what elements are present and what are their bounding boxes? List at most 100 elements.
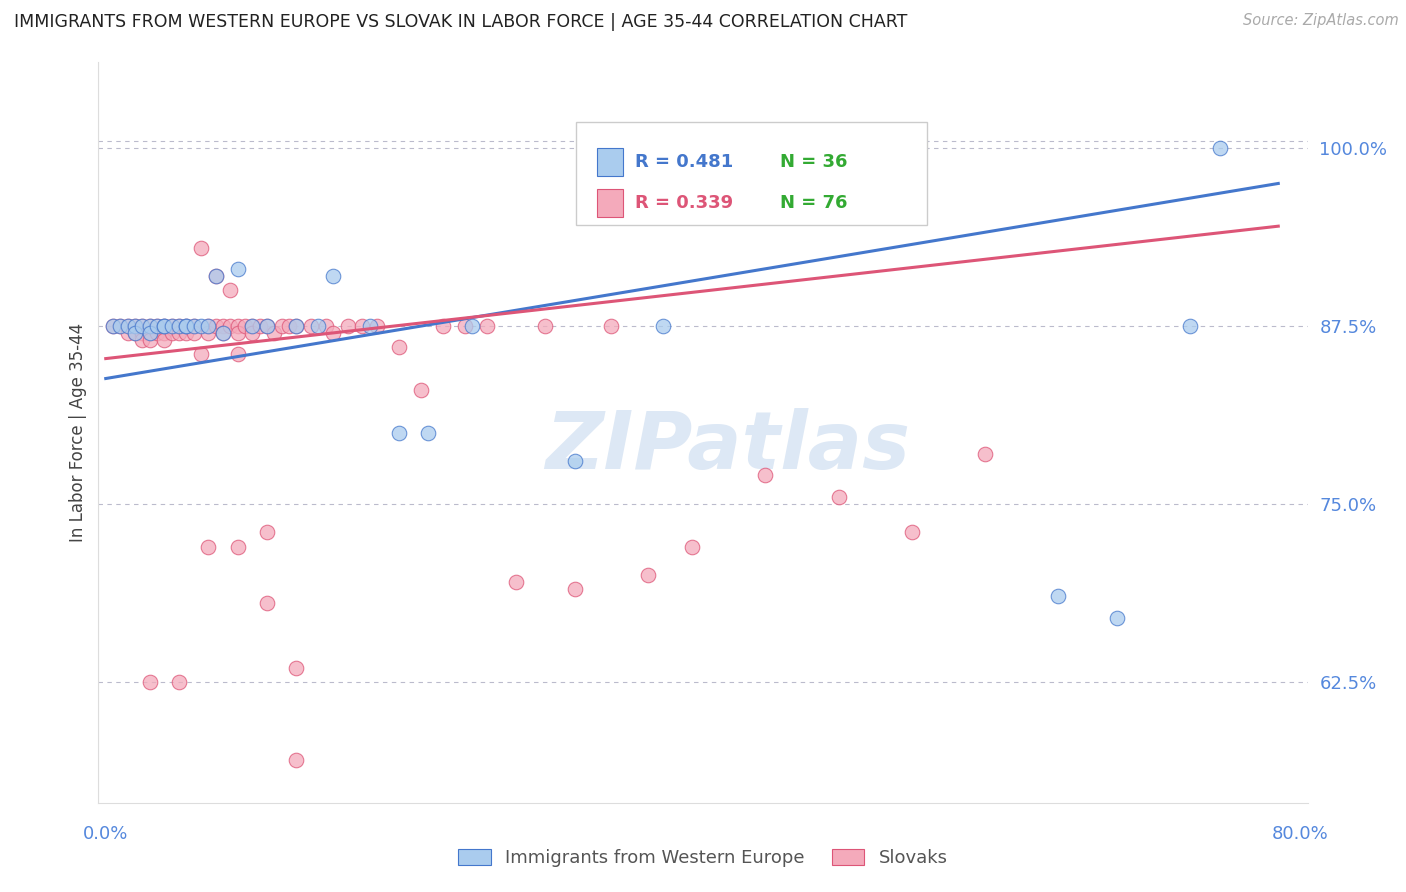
Text: 80.0%: 80.0% [1272, 825, 1329, 843]
Point [278, 318, 301, 333]
Point [124, 318, 146, 333]
Point [226, 318, 249, 333]
Point [190, 241, 212, 255]
Point [167, 318, 190, 333]
Point [388, 340, 411, 354]
Point [153, 318, 176, 333]
Point [1208, 141, 1230, 155]
Point [226, 540, 249, 554]
Point [110, 318, 132, 333]
Point [827, 490, 849, 504]
Point [124, 326, 146, 340]
Point [454, 318, 477, 333]
Point [138, 674, 160, 689]
Point [131, 318, 153, 333]
Point [176, 326, 198, 340]
Point [1105, 611, 1128, 625]
Point [475, 318, 498, 333]
Point [212, 326, 235, 340]
Text: IMMIGRANTS FROM WESTERN EUROPE VS SLOVAK IN LABOR FORCE | AGE 35-44 CORRELATION : IMMIGRANTS FROM WESTERN EUROPE VS SLOVAK… [14, 13, 907, 31]
FancyBboxPatch shape [596, 148, 623, 177]
Point [138, 318, 160, 333]
Point [336, 318, 359, 333]
Point [204, 268, 226, 283]
Point [117, 326, 139, 340]
Point [131, 326, 153, 340]
Point [256, 597, 278, 611]
Point [285, 660, 308, 674]
Point [153, 318, 176, 333]
Point [366, 318, 388, 333]
Point [176, 318, 198, 333]
Point [110, 318, 132, 333]
Point [322, 326, 344, 340]
Point [131, 318, 153, 333]
Point [131, 333, 153, 347]
Point [359, 318, 381, 333]
Point [101, 318, 124, 333]
Point [197, 540, 219, 554]
Point [183, 326, 205, 340]
Point [138, 326, 160, 340]
Point [176, 318, 198, 333]
Point [190, 318, 212, 333]
Text: R = 0.339: R = 0.339 [636, 194, 734, 212]
Point [534, 318, 557, 333]
Point [974, 447, 997, 461]
Point [249, 318, 271, 333]
Point [901, 525, 924, 540]
FancyBboxPatch shape [596, 189, 623, 217]
Point [240, 318, 263, 333]
Point [233, 318, 256, 333]
Text: R = 0.481: R = 0.481 [636, 153, 734, 171]
Point [176, 318, 198, 333]
Point [1047, 590, 1070, 604]
Point [146, 326, 169, 340]
Point [138, 318, 160, 333]
Point [101, 318, 124, 333]
Point [388, 425, 411, 440]
Point [124, 318, 146, 333]
Point [197, 318, 219, 333]
Point [409, 383, 432, 397]
Point [315, 318, 337, 333]
Point [461, 318, 484, 333]
Text: 0.0%: 0.0% [83, 825, 128, 843]
Point [197, 326, 219, 340]
Point [146, 318, 169, 333]
Point [256, 318, 278, 333]
Point [124, 326, 146, 340]
Point [270, 318, 292, 333]
Y-axis label: In Labor Force | Age 35-44: In Labor Force | Age 35-44 [69, 323, 87, 542]
Point [564, 582, 586, 597]
Point [160, 326, 183, 340]
Point [183, 318, 205, 333]
Point [418, 425, 440, 440]
Point [240, 326, 263, 340]
Point [564, 454, 586, 468]
Point [204, 268, 226, 283]
Point [153, 326, 176, 340]
Point [256, 525, 278, 540]
Point [153, 318, 176, 333]
Point [1180, 318, 1202, 333]
Point [285, 318, 308, 333]
Point [117, 318, 139, 333]
Point [322, 268, 344, 283]
Point [146, 318, 169, 333]
Text: Source: ZipAtlas.com: Source: ZipAtlas.com [1243, 13, 1399, 29]
Point [637, 568, 659, 582]
Point [153, 333, 176, 347]
Point [219, 318, 242, 333]
Point [263, 326, 285, 340]
Point [285, 753, 308, 767]
Text: N = 36: N = 36 [780, 153, 848, 171]
Point [240, 318, 263, 333]
Point [183, 318, 205, 333]
Legend: Immigrants from Western Europe, Slovaks: Immigrants from Western Europe, Slovaks [451, 841, 955, 874]
Text: N = 76: N = 76 [780, 194, 848, 212]
Point [167, 674, 190, 689]
Point [307, 318, 329, 333]
Point [138, 326, 160, 340]
Point [352, 318, 374, 333]
